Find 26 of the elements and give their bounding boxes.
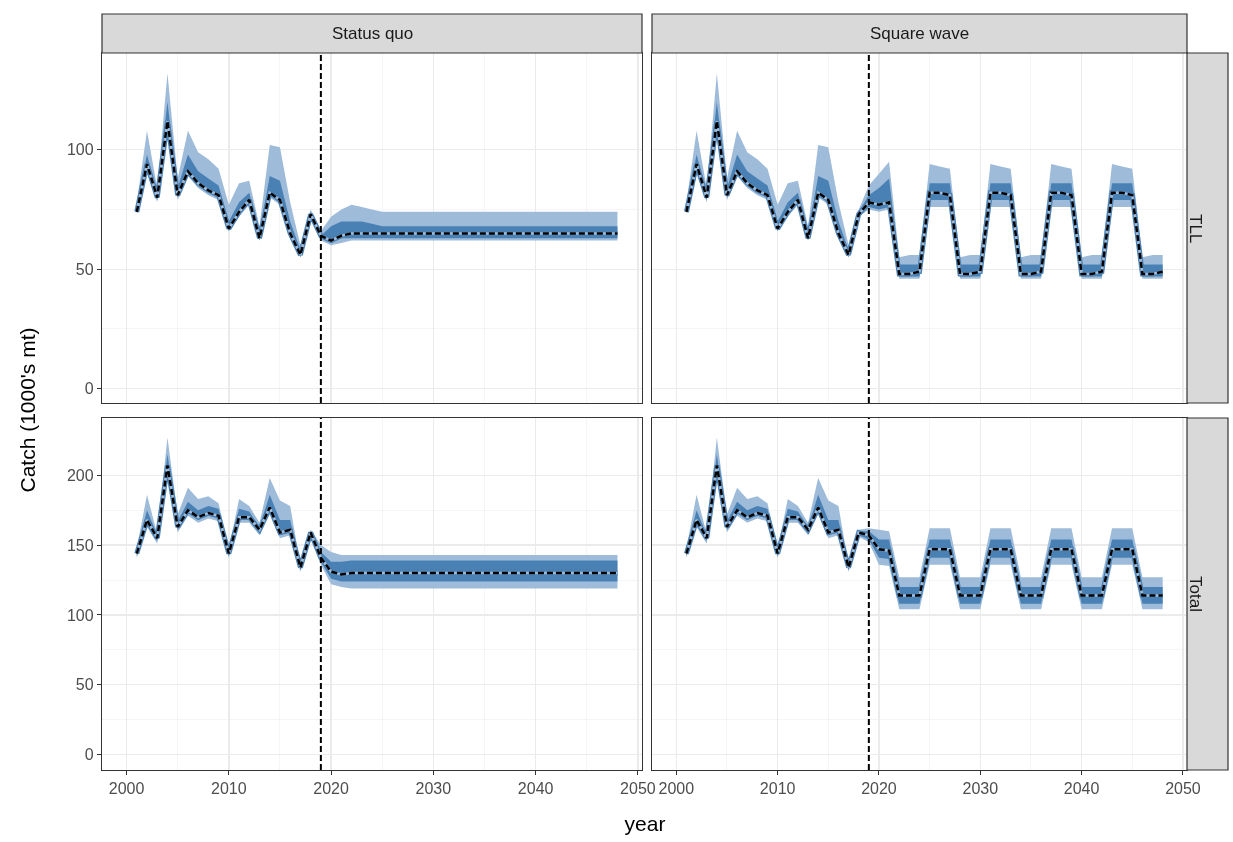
y-axis-title: Catch (1000's mt) [16,327,40,493]
y-tick-label: 150 [66,536,94,554]
chart-title: Status quo [332,24,414,43]
x-tick-label: 2010 [759,780,796,798]
annotation: TLL [1186,214,1205,244]
x-tick-label: 2020 [313,780,349,798]
x-tick-label: 2050 [620,780,656,798]
y-tick-label: 50 [75,260,94,278]
x-tick-label: 2030 [415,780,452,798]
x-tick-label: 2040 [1063,780,1100,798]
y-tick-label: 0 [84,746,94,764]
x-tick-label: 2040 [517,780,554,798]
x-tick-label: 2000 [658,780,695,798]
y-tick-label: 200 [66,466,94,484]
chart-title: Square wave [870,24,970,43]
x-tick-label: 2010 [211,780,247,798]
y-tick-label: 100 [66,606,94,624]
y-tick-label: 50 [75,676,94,694]
annotation: Total [1186,576,1205,612]
x-tick-label: 2000 [108,780,145,798]
y-tick-label: 100 [66,141,94,159]
x-axis-title: year [624,812,666,836]
y-tick-label: 0 [84,380,94,398]
x-tick-label: 2020 [861,780,897,798]
x-tick-label: 2030 [962,780,999,798]
x-tick-label: 2050 [1165,780,1201,798]
